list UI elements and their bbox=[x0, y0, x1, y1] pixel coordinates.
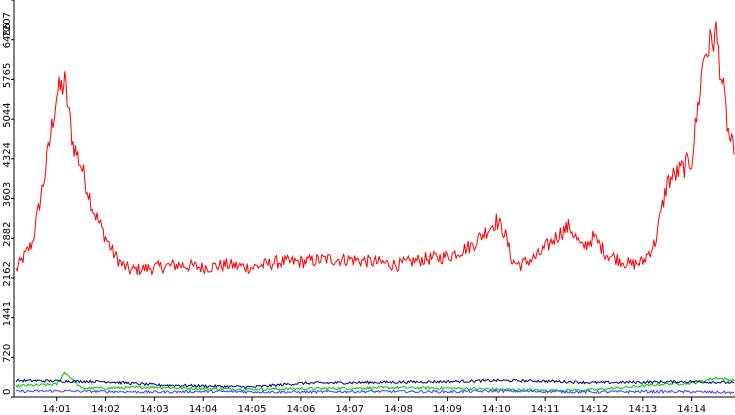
series-line-1 bbox=[15, 21, 735, 277]
x-tick-label: 14:02 bbox=[91, 404, 120, 415]
series-line-4 bbox=[15, 388, 735, 395]
x-tick-label: 14:05 bbox=[238, 404, 267, 415]
x-tick-label: 14:14 bbox=[677, 404, 706, 415]
x-tick-label: 14:07 bbox=[335, 404, 364, 415]
x-tick-label: 14:06 bbox=[287, 404, 316, 415]
y-tick-label: 6486 bbox=[2, 23, 13, 48]
x-tick-label: 14:04 bbox=[189, 404, 218, 415]
y-tick-label: 5044 bbox=[2, 102, 13, 127]
x-axis-ticks: 14:01 14:02 14:03 14:04 14:05 14:06 14:07 14:08… bbox=[42, 397, 706, 415]
y-tick-label: 1441 bbox=[2, 301, 13, 326]
x-tick-label: 14:01 bbox=[42, 404, 71, 415]
y-tick-label: 4324 bbox=[2, 142, 13, 167]
x-tick-label: 14:12 bbox=[580, 404, 609, 415]
series-lines bbox=[15, 21, 735, 395]
y-tick-label: 3603 bbox=[2, 182, 13, 207]
x-tick-label: 14:13 bbox=[628, 404, 657, 415]
y-tick-label: 5765 bbox=[2, 63, 13, 88]
x-tick-label: 14:11 bbox=[531, 404, 560, 415]
x-tick-label: 14:10 bbox=[482, 404, 511, 415]
series-line-2 bbox=[15, 371, 735, 393]
y-tick-label: 0 bbox=[2, 389, 13, 395]
x-tick-label: 14:09 bbox=[433, 404, 462, 415]
y-tick-label: 7207 bbox=[2, 12, 13, 37]
x-tick-label: 14:03 bbox=[140, 404, 169, 415]
y-tick-label: 2162 bbox=[2, 261, 13, 286]
y-tick-label: 720 bbox=[2, 344, 13, 363]
x-tick-label: 14:08 bbox=[384, 404, 413, 415]
series-line-3 bbox=[15, 378, 735, 389]
y-tick-label: 2882 bbox=[2, 221, 13, 246]
